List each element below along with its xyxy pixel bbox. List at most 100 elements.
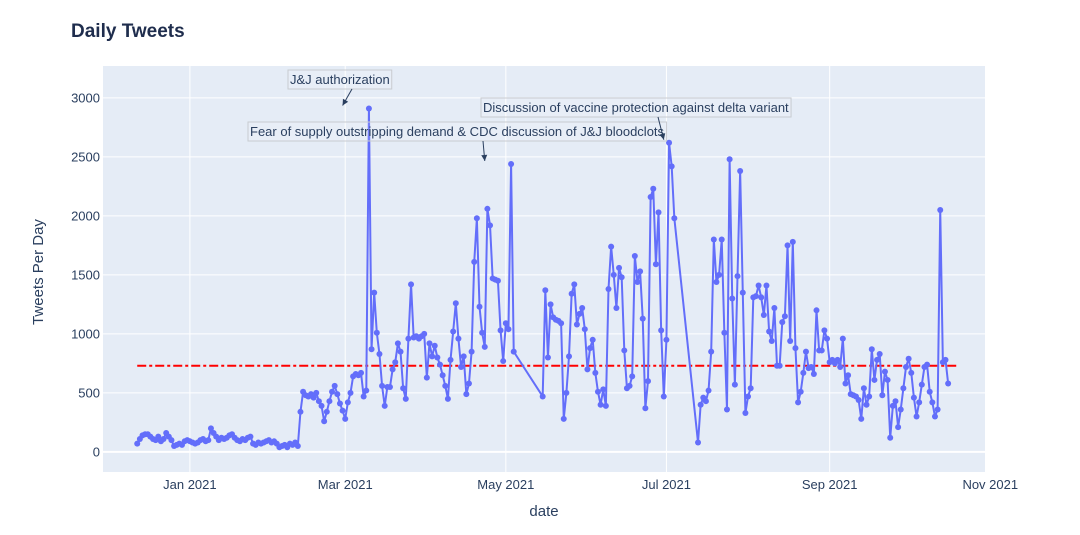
y-tick-label: 500 <box>78 385 100 400</box>
data-point <box>731 381 738 388</box>
data-point <box>629 373 636 380</box>
data-point <box>558 320 565 327</box>
data-point <box>710 236 717 243</box>
data-point <box>929 399 936 406</box>
annotation: Fear of supply outstripping demand & CDC… <box>247 121 668 162</box>
data-point <box>481 343 488 350</box>
data-point <box>334 391 341 398</box>
data-point <box>542 287 549 294</box>
data-point <box>331 382 338 389</box>
annotation: Discussion of vaccine protection against… <box>480 97 792 140</box>
data-point <box>763 282 770 289</box>
data-point <box>610 271 617 278</box>
data-point <box>376 350 383 357</box>
data-point <box>729 295 736 302</box>
data-point <box>768 337 775 344</box>
annotation-box <box>247 121 668 142</box>
x-tick-label: Mar 2021 <box>318 477 373 492</box>
data-point <box>905 355 912 362</box>
data-point <box>787 337 794 344</box>
data-point <box>360 393 367 400</box>
data-point <box>647 194 654 201</box>
data-point <box>584 366 591 373</box>
data-point <box>723 406 730 413</box>
data-point <box>155 433 162 440</box>
data-point <box>797 388 804 395</box>
y-tick-label: 3000 <box>71 90 100 105</box>
annotation-box <box>287 69 393 90</box>
data-point <box>789 238 796 245</box>
data-point <box>855 397 862 404</box>
data-point <box>931 413 938 420</box>
data-point <box>344 399 351 406</box>
data-point <box>439 372 446 379</box>
data-point <box>294 443 301 450</box>
data-point <box>766 328 773 335</box>
data-point <box>747 385 754 392</box>
data-point <box>429 353 436 360</box>
data-point <box>705 387 712 394</box>
annotation-text: J&J authorization <box>290 72 390 87</box>
data-point <box>205 437 212 444</box>
data-point <box>373 329 380 336</box>
data-point <box>563 389 570 396</box>
data-point <box>916 399 923 406</box>
data-point <box>737 168 744 175</box>
data-point <box>818 347 825 354</box>
data-point <box>892 398 899 405</box>
data-point <box>718 236 725 243</box>
data-point <box>887 434 894 441</box>
y-axis-ticks: 0 500 1000 1500 2000 2500 3000 <box>71 90 100 459</box>
data-point <box>579 304 586 311</box>
x-tick-label: Jan 2021 <box>163 477 217 492</box>
data-point <box>889 402 896 409</box>
data-point <box>634 278 641 285</box>
data-point <box>879 392 886 399</box>
data-point <box>600 386 607 393</box>
data-point <box>160 435 167 442</box>
annotation-arrowhead <box>342 98 349 106</box>
data-point <box>655 209 662 216</box>
data-point <box>618 274 625 281</box>
data-point <box>358 369 365 376</box>
data-point <box>313 389 320 396</box>
y-tick-label: 2500 <box>71 149 100 164</box>
data-point <box>926 388 933 395</box>
data-point <box>458 363 465 370</box>
data-point <box>207 425 214 432</box>
data-point <box>510 348 517 355</box>
data-point <box>421 330 428 337</box>
data-point <box>605 286 612 293</box>
data-point <box>726 156 733 163</box>
data-point <box>784 242 791 249</box>
data-point <box>494 277 501 284</box>
data-point <box>386 384 393 391</box>
data-point <box>347 389 354 396</box>
data-point <box>813 307 820 314</box>
data-point <box>363 387 370 394</box>
x-tick-label: Sep 2021 <box>802 477 858 492</box>
data-point <box>845 372 852 379</box>
data-point <box>381 402 388 409</box>
data-point <box>934 406 941 413</box>
data-point <box>702 398 709 405</box>
data-point <box>937 206 944 213</box>
data-point <box>587 345 594 352</box>
data-point <box>781 313 788 320</box>
data-point <box>321 418 328 425</box>
data-point <box>508 160 515 167</box>
y-tick-label: 0 <box>93 444 100 459</box>
data-point <box>908 369 915 376</box>
data-point <box>592 369 599 376</box>
data-point <box>755 282 762 289</box>
annotation-arrowhead <box>659 133 666 140</box>
data-point <box>602 402 609 409</box>
series-tweets-per-day <box>134 105 952 451</box>
data-point <box>544 354 551 361</box>
data-point <box>639 315 646 322</box>
y-tick-label: 2000 <box>71 208 100 223</box>
data-point <box>134 440 141 447</box>
y-tick-label: 1000 <box>71 326 100 341</box>
data-point <box>695 439 702 446</box>
